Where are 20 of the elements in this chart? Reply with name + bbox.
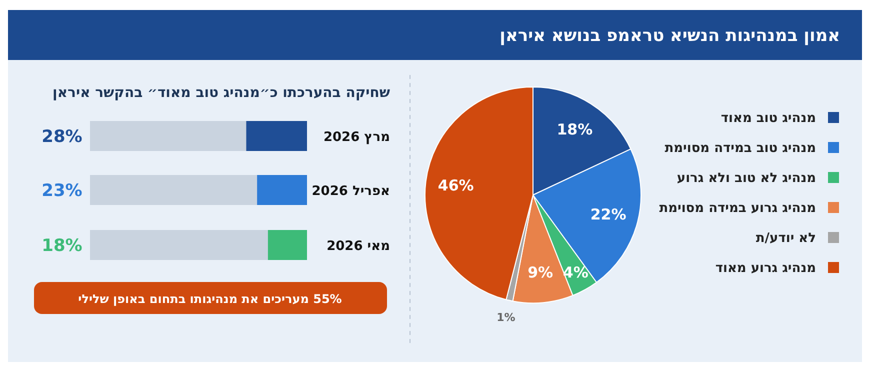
legend-label: מנהיג לא טוב ולא גרוע (676, 171, 816, 186)
legend-label: מנהיג גרוע במידה מסוימת (659, 201, 816, 216)
chart-title: אמון במנהיגות הנשיא טראמפ בנושא איראן (500, 26, 840, 46)
legend-label: מנהיג טוב מאוד (720, 111, 816, 126)
data-label: 28% (42, 127, 82, 147)
legend-label: מנהיג גרוע מאוד (715, 261, 816, 276)
data-label: 9% (528, 263, 554, 282)
data-label: 1% (496, 311, 516, 324)
data-label: 23% (42, 181, 82, 201)
y-tick-label: אפריל 2026 (312, 184, 390, 199)
data-label: 46% (438, 176, 474, 194)
chart-title: שחיקה בהערכתו כ״מנהיג טוב מאוד״ בהקשר איראן (52, 85, 390, 101)
legend-label: לא יודע/ת (756, 231, 816, 246)
data-label: 22% (590, 205, 626, 224)
y-tick-label: מאי 2026 (326, 239, 390, 254)
data-label: 18% (556, 120, 593, 138)
data-label: 18% (42, 236, 82, 256)
legend-label: מנהיג טוב במידה מסוימת (664, 141, 816, 156)
y-tick-label: מרץ 2026 (323, 130, 390, 145)
text: 55% מעריכים את מנהיגותו בתחום באופן שלילי (78, 292, 342, 306)
